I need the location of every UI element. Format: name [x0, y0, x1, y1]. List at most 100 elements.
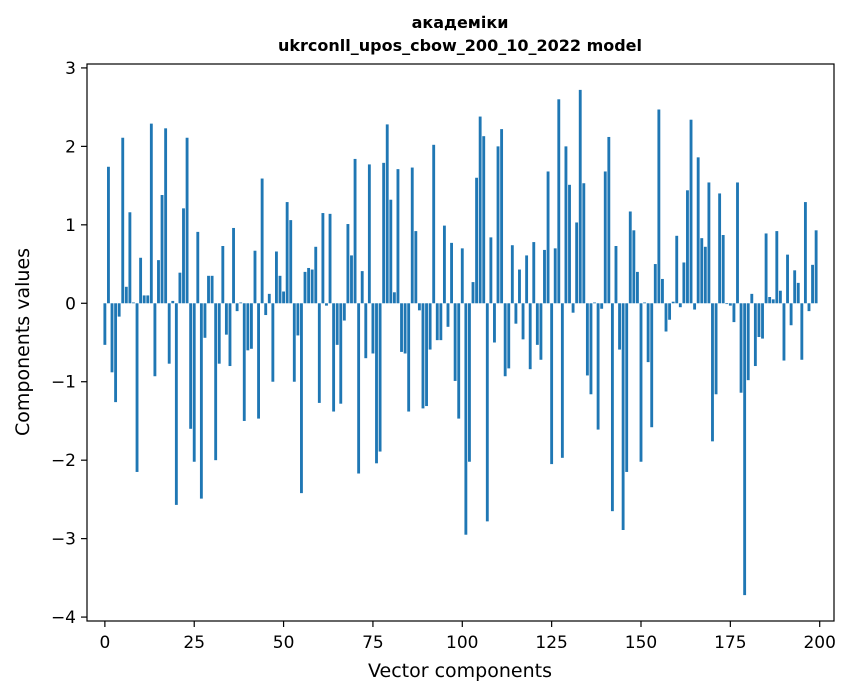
bar-29 [207, 275, 210, 304]
bar-91 [428, 303, 432, 350]
bar-39 [242, 303, 246, 421]
y-tick-label: −3 [51, 530, 76, 550]
bar-121 [535, 303, 539, 345]
bar-132 [575, 222, 579, 304]
bar-87 [414, 231, 418, 304]
bar-0 [103, 303, 107, 345]
bar-7 [128, 212, 132, 304]
x-axis-label: Vector components [368, 660, 552, 682]
bar-59 [314, 246, 318, 304]
x-tick-label: 0 [99, 633, 110, 653]
bar-83 [400, 303, 403, 352]
bar-78 [382, 162, 386, 304]
bar-137 [593, 302, 596, 304]
bar-153 [650, 303, 654, 428]
bar-161 [678, 303, 682, 308]
bar-172 [718, 193, 722, 304]
bar-117 [521, 303, 525, 340]
bar-50 [282, 291, 286, 304]
bar-167 [700, 238, 704, 304]
x-tick-label: 150 [625, 633, 657, 653]
bar-61 [321, 213, 325, 304]
bar-69 [350, 255, 353, 304]
bar-47 [271, 303, 275, 382]
bar-144 [618, 303, 621, 350]
y-tick-label: −1 [51, 373, 76, 393]
bar-58 [310, 269, 314, 304]
bar-65 [335, 303, 339, 345]
bar-102 [468, 303, 471, 462]
bar-72 [360, 271, 364, 304]
bar-40 [246, 303, 250, 351]
bar-126 [553, 248, 557, 304]
bar-41 [249, 303, 253, 349]
bar-89 [421, 303, 425, 409]
bar-71 [357, 303, 361, 474]
bar-4 [117, 303, 121, 317]
x-tick-label: 200 [803, 633, 835, 653]
bar-166 [696, 157, 700, 304]
bar-8 [132, 302, 135, 304]
bar-90 [425, 303, 428, 407]
bar-84 [403, 303, 407, 354]
bar-46 [267, 293, 271, 304]
bar-197 [807, 303, 811, 312]
bar-112 [503, 303, 507, 377]
bar-111 [500, 129, 504, 304]
bar-198 [811, 264, 814, 304]
bar-22 [182, 208, 185, 304]
bar-127 [557, 99, 561, 304]
bar-115 [514, 303, 518, 324]
bar-183 [757, 303, 761, 338]
bar-54 [296, 303, 300, 336]
bar-179 [743, 303, 747, 596]
bar-142 [610, 303, 614, 512]
bar-165 [693, 303, 697, 310]
bar-114 [510, 245, 514, 304]
bar-176 [732, 303, 736, 323]
bar-56 [303, 271, 307, 304]
x-axis-ticks: 0 25 50 75 100 125 150 175 200 [99, 621, 836, 653]
bar-73 [364, 303, 368, 359]
bar-128 [560, 303, 564, 458]
bars-group [103, 89, 818, 596]
bar-16 [160, 195, 164, 304]
bar-185 [764, 233, 768, 304]
bar-148 [632, 230, 636, 304]
bar-74 [367, 164, 371, 304]
bar-124 [546, 171, 550, 304]
bar-188 [775, 231, 779, 304]
bar-24 [189, 303, 193, 429]
bar-76 [375, 303, 378, 464]
bar-12 [146, 295, 150, 304]
bar-152 [646, 303, 650, 363]
bar-120 [532, 242, 536, 304]
bar-6 [124, 286, 128, 304]
bar-159 [671, 301, 675, 304]
bar-168 [703, 246, 707, 304]
bar-151 [643, 302, 646, 304]
bar-49 [278, 275, 282, 304]
bar-88 [417, 303, 421, 311]
bar-108 [489, 237, 493, 304]
bar-64 [332, 303, 336, 412]
bar-170 [711, 303, 714, 442]
bar-57 [307, 267, 311, 304]
x-tick-label: 100 [446, 633, 478, 653]
bar-141 [607, 136, 611, 304]
bar-53 [292, 303, 296, 382]
bar-42 [253, 250, 257, 304]
bar-70 [353, 158, 357, 304]
bar-119 [528, 303, 532, 370]
chart-title-line2: ukrconll_upos_cbow_200_10_2022 model [278, 36, 642, 55]
bar-10 [139, 257, 143, 304]
bar-77 [378, 303, 382, 452]
bar-1 [107, 166, 110, 304]
bar-143 [614, 246, 618, 304]
bar-125 [550, 303, 554, 465]
bar-169 [707, 182, 711, 304]
y-tick-label: −4 [51, 608, 76, 628]
plot-frame [86, 63, 835, 622]
bar-116 [518, 269, 521, 304]
bar-99 [457, 303, 461, 419]
